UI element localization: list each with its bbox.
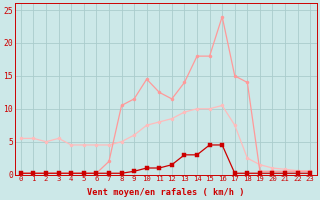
- X-axis label: Vent moyen/en rafales ( km/h ): Vent moyen/en rafales ( km/h ): [87, 188, 244, 197]
